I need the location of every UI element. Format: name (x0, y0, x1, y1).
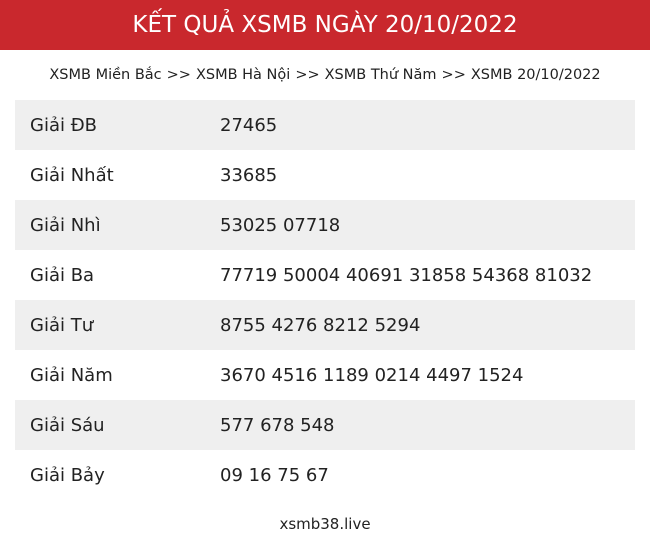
breadcrumb: XSMB Miền Bắc >> XSMB Hà Nội >> XSMB Thứ Năm… (0, 50, 650, 100)
result-row: Giải Ba 77719 50004 40691 31858 54368 810… (15, 250, 635, 300)
prize-numbers: 8755 4276 8212 5294 (220, 314, 421, 336)
result-row: Giải Nhì 53025 07718 (15, 200, 635, 250)
result-row: Giải Sáu 577 678 548 (15, 400, 635, 450)
prize-numbers: 33685 (220, 164, 278, 186)
prize-label: Giải Bảy (30, 464, 105, 486)
prize-label: Giải Năm (30, 364, 113, 386)
prize-label: Giải Ba (30, 264, 95, 286)
prize-numbers: 53025 07718 (220, 214, 341, 236)
breadcrumb-link[interactable]: XSMB Thứ Năm (324, 67, 437, 83)
breadcrumb-separator: >> (295, 67, 320, 83)
prize-numbers: 77719 50004 40691 31858 54368 81032 (220, 264, 593, 286)
prize-numbers: 09 16 75 67 (220, 464, 329, 486)
breadcrumb-link[interactable]: XSMB Miền Bắc (49, 67, 162, 83)
prize-numbers: 27465 (220, 114, 278, 136)
prize-label: Giải Nhì (30, 214, 101, 236)
header: KẾT QUẢ XSMB NGÀY 20/10/2022 (0, 0, 650, 50)
prize-label: Giải Tư (30, 314, 94, 336)
result-row: Giải ĐB 27465 (15, 100, 635, 150)
breadcrumb-link[interactable]: XSMB Hà Nội (195, 67, 291, 83)
title: KẾT QUẢ XSMB NGÀY 20/10/2022 (132, 12, 518, 38)
prize-label: Giải Sáu (30, 414, 105, 436)
prize-label: Giải Nhất (30, 164, 114, 186)
result-row: Giải Bảy 09 16 75 67 (15, 450, 635, 500)
breadcrumb-separator: >> (166, 67, 191, 83)
breadcrumb-separator: >> (441, 67, 466, 83)
result-row: Giải Tư 8755 4276 8212 5294 (15, 300, 635, 350)
prize-label: Giải ĐB (30, 114, 97, 136)
breadcrumb-link[interactable]: XSMB 20/10/2022 (470, 67, 601, 83)
result-row: Giải Nhất 33685 (15, 150, 635, 200)
result-row: Giải Năm 3670 4516 1189 0214 4497 1524 (15, 350, 635, 400)
prize-numbers: 3670 4516 1189 0214 4497 1524 (220, 364, 524, 386)
footer: xsmb38.live (279, 515, 371, 533)
prize-numbers: 577 678 548 (220, 414, 335, 436)
results-table: Giải ĐB 27465 Giải Nhất 33685 Giải Nhì 53025 … (15, 100, 635, 500)
